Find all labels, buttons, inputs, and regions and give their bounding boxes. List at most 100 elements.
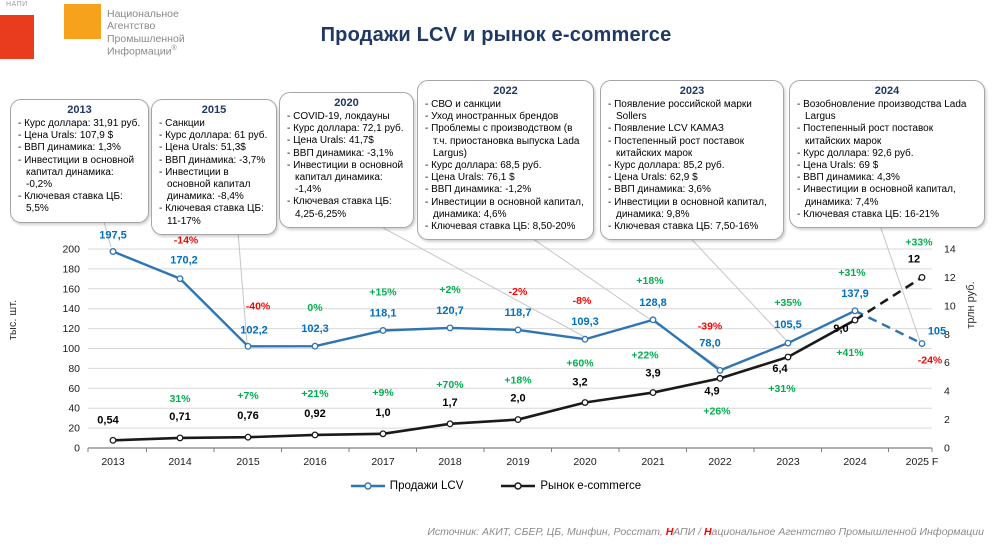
data-point-marker: [244, 342, 252, 350]
annotation-list: Появление российской марки SollersПоявле…: [608, 99, 776, 233]
value-label: 0,76: [237, 410, 258, 422]
data-point-marker: [244, 433, 252, 441]
data-point-marker: [176, 275, 184, 283]
annotation-item: ВВП динамика: 1,3%: [18, 142, 141, 154]
annotation-item: Цена Urals: 69 $: [797, 160, 977, 172]
page-title: Продажи LCV и рынок e-commerce: [320, 24, 672, 46]
x-axis-label: 2017: [371, 456, 395, 468]
annotation-item: Цена Urals: 41,7$: [287, 135, 406, 147]
x-axis-label: 2015: [236, 456, 260, 468]
legend-item-lcv: Продажи LCV: [350, 480, 464, 492]
percent-change-label: +70%: [436, 379, 464, 391]
annotation-item: Курс доллара: 68,5 руб.: [425, 160, 586, 172]
value-label: 102,2: [240, 324, 268, 336]
percent-change-label: +41%: [836, 347, 864, 359]
value-label: 3,2: [572, 377, 587, 389]
percent-change-label: +21%: [301, 388, 329, 400]
left-axis-tick-label: 120: [62, 323, 80, 335]
percent-change-label: +26%: [703, 405, 731, 417]
data-point-marker: [176, 434, 184, 442]
value-label: 105,5: [774, 319, 802, 331]
annotation-box-2024: 2024 Возобновление производства Lada Lar…: [789, 80, 985, 228]
annotation-item: COVID-19, локдауны: [287, 111, 406, 123]
napi-logo-mini-text: НАПИ: [6, 1, 28, 8]
value-label: 1,0: [375, 407, 390, 419]
annotation-item: Курс доллара: 85,2 руб.: [608, 160, 776, 172]
value-label: 170,2: [170, 255, 198, 267]
percent-change-label: -14%: [174, 235, 199, 247]
value-label: 0,71: [169, 411, 190, 423]
right-axis-title: трлн руб.: [965, 281, 977, 328]
value-label: 109,3: [571, 316, 599, 328]
ecommerce-line: [112, 318, 856, 442]
x-axis-label: 2014: [168, 456, 192, 468]
logo-orange-square-icon: [64, 4, 101, 39]
annotation-box-2015: 2015 СанкцииКурс доллара: 61 руб.Цена Ur…: [151, 99, 277, 235]
right-axis-tick-label: 10: [944, 300, 956, 312]
annotation-item: Проблемы с производством (в т.ч. приоста…: [425, 123, 586, 160]
annotation-item: Инвестиции в основной капитал, динамика:…: [608, 197, 776, 221]
data-point-marker: [784, 339, 792, 347]
left-axis-tick-label: 200: [62, 244, 80, 256]
annotation-item: Ключевая ставка ЦБ: 16-21%: [797, 209, 977, 221]
value-label: 105: [928, 326, 946, 338]
source-text: Источник: АКИТ, СБЕР, ЦБ, Минфин, Росста…: [427, 526, 666, 538]
x-axis-label: 2025 F: [906, 456, 939, 468]
annotation-year: 2020: [334, 97, 359, 109]
annotation-item: Ключевая ставка ЦБ: 7,50-16%: [608, 221, 776, 233]
annotation-item: ВВП динамика: -3,7%: [159, 155, 269, 167]
percent-change-label: +31%: [768, 383, 796, 395]
data-point-marker: [514, 326, 522, 334]
value-label: 6,4: [772, 363, 788, 375]
data-point-marker: [716, 366, 724, 374]
data-point-marker: [379, 430, 387, 438]
value-label: 9,0: [833, 323, 848, 335]
percent-change-label: +9%: [372, 387, 394, 399]
callout-connector: [875, 213, 921, 342]
left-axis-tick-label: 160: [62, 283, 80, 295]
data-point-marker: [918, 273, 926, 281]
annotation-list: COVID-19, локдауныКурс доллара: 72,1 руб…: [287, 111, 406, 221]
percent-change-label: +15%: [369, 286, 397, 298]
data-point-marker: [311, 431, 319, 439]
left-axis-tick-label: 40: [68, 403, 80, 415]
data-point-marker: [514, 416, 522, 424]
annotation-list: Возобновление производства Lada LargusПо…: [797, 99, 977, 221]
source-note: Источник: АКИТ, СБЕР, ЦБ, Минфин, Росста…: [427, 526, 984, 538]
percent-change-label: -39%: [698, 320, 723, 332]
annotation-list: СВО и санкцииУход иностранных брендовПро…: [425, 99, 586, 233]
data-point-marker: [379, 327, 387, 334]
annotation-item: Курс доллара: 92,6 руб.: [797, 148, 977, 160]
value-label: 0,54: [97, 414, 119, 426]
source-text: ациональное Агентство Промышленной Инфор…: [711, 526, 984, 538]
x-axis-label: 2022: [708, 456, 732, 468]
legend-label: Продажи LCV: [389, 480, 464, 492]
x-axis-label: 2023: [776, 456, 800, 468]
left-axis-tick-label: 20: [68, 423, 80, 435]
data-point-marker: [851, 307, 859, 315]
annotation-item: Уход иностранных брендов: [425, 111, 586, 123]
left-axis-tick-label: 140: [62, 303, 80, 315]
annotation-item: Ключевая ставка ЦБ: 4,25-6,25%: [287, 196, 406, 220]
source-text: АПИ /: [673, 526, 704, 538]
data-point-marker: [311, 342, 319, 350]
annotation-item: Курс доллара: 31,91 руб.: [18, 118, 141, 130]
source-highlight: Н: [665, 526, 674, 538]
data-point-marker: [581, 399, 589, 406]
legend-line-marker-icon: [501, 482, 536, 490]
annotation-item: Ключевая ставка ЦБ: 11-17%: [159, 203, 269, 227]
annotation-item: Курс доллара: 72,1 руб.: [287, 123, 406, 135]
percent-change-label: -24%: [918, 355, 943, 367]
right-axis-tick-label: 12: [944, 272, 956, 284]
logo-red-square-icon: [0, 15, 34, 59]
annotation-item: ВВП динамика: -3,1%: [287, 148, 406, 160]
percent-change-label: +18%: [504, 375, 532, 387]
left-axis-tick-label: 80: [68, 363, 80, 375]
annotation-year: 2022: [493, 85, 518, 97]
data-point-marker: [109, 436, 117, 444]
value-label: 78,0: [699, 337, 720, 349]
logo-line: Национальное: [107, 8, 179, 20]
percent-change-label: +60%: [566, 358, 594, 370]
data-point-marker: [716, 374, 724, 382]
